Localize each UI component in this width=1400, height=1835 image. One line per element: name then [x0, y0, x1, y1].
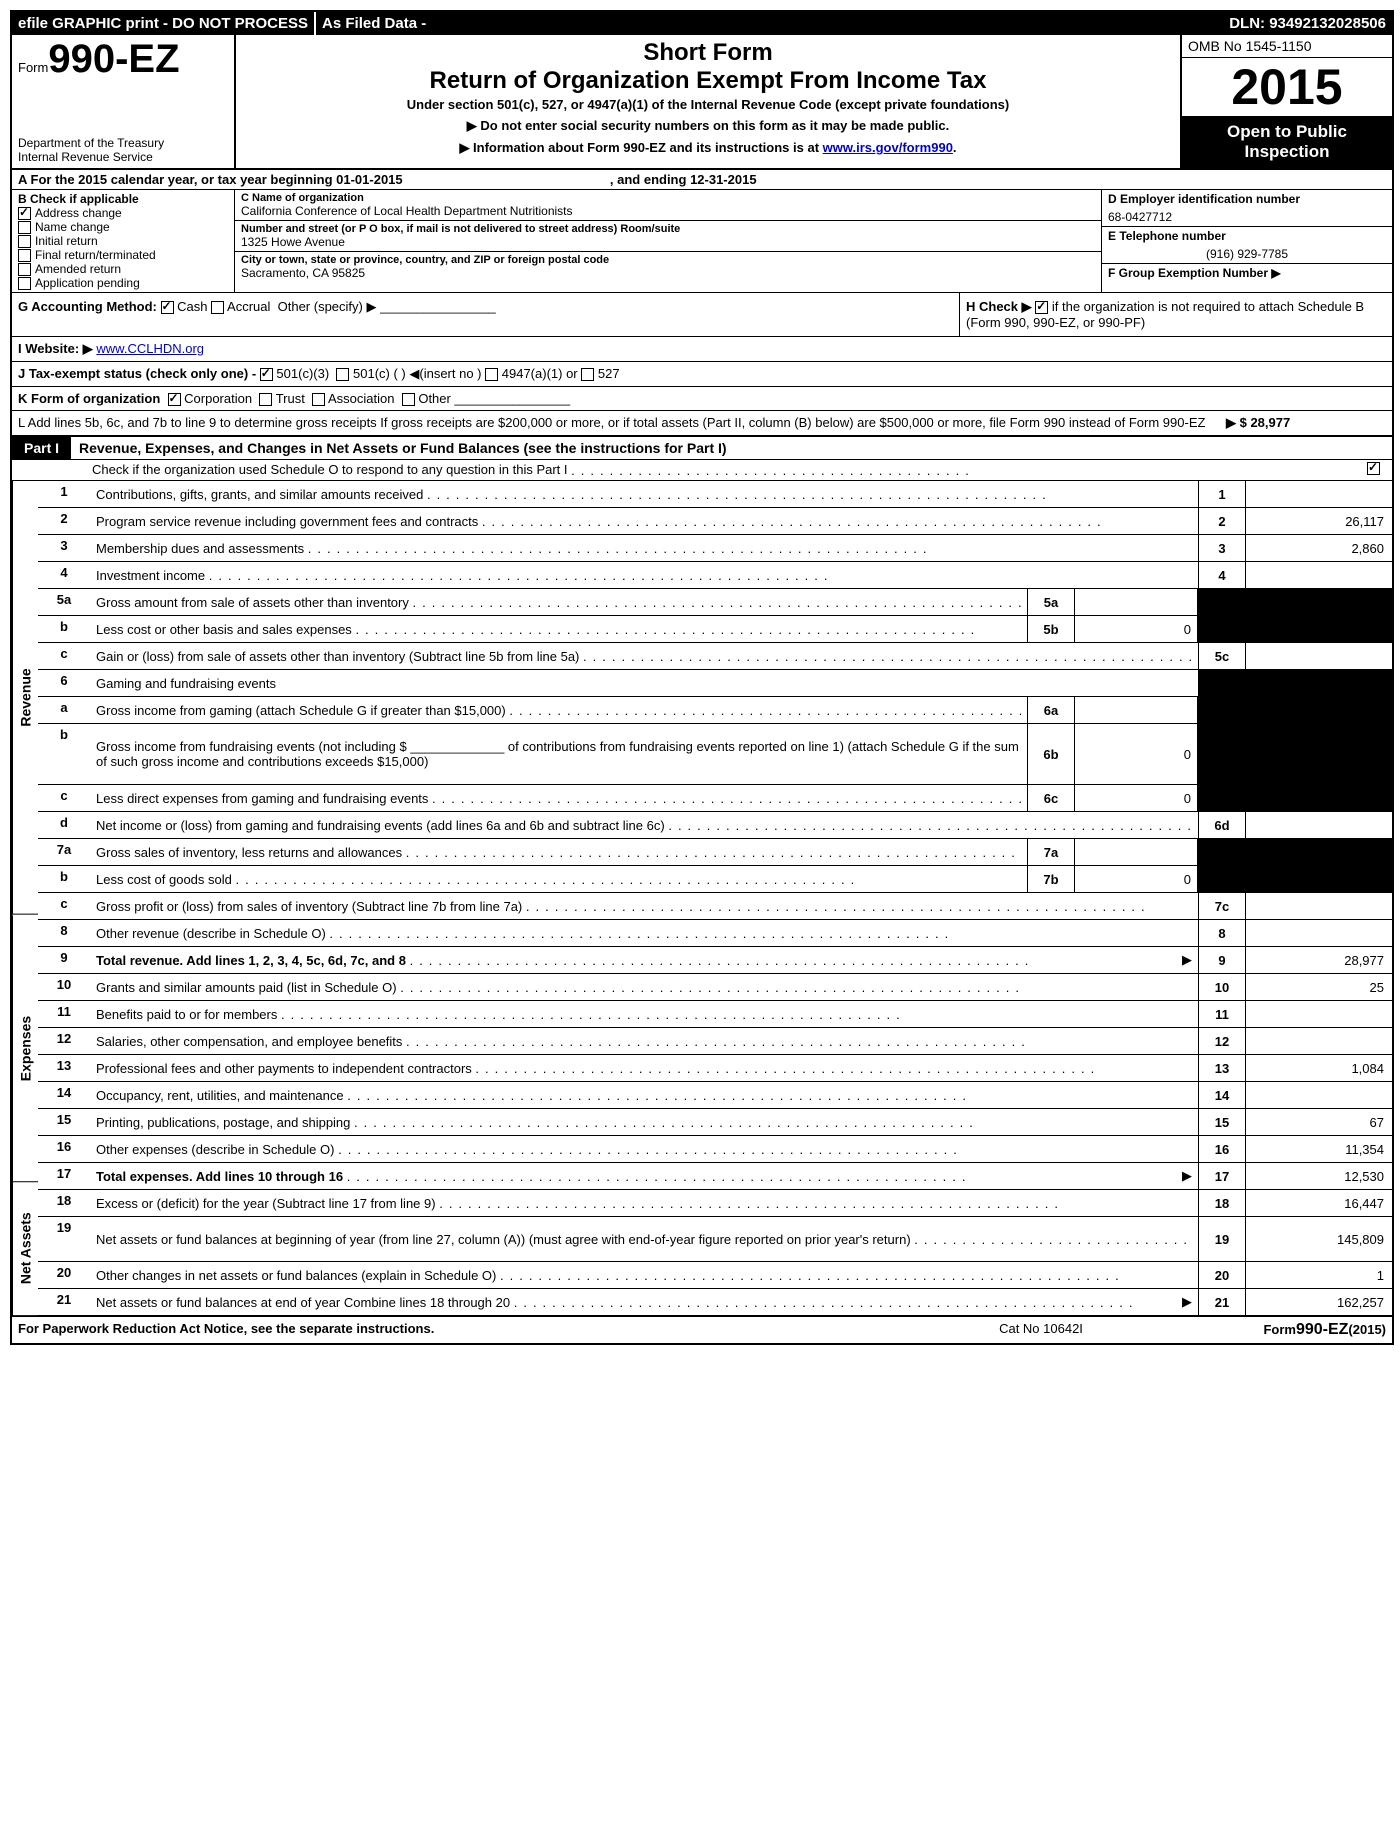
as-filed: As Filed Data -	[316, 12, 1223, 35]
note-2: ▶ Information about Form 990-EZ and its …	[240, 140, 1176, 156]
lines-body: 1 Contributions, gifts, grants, and simi…	[38, 481, 1392, 1316]
irs-link[interactable]: www.irs.gov/form990	[823, 140, 953, 155]
org-city: Sacramento, CA 95825	[241, 266, 1095, 280]
check-527[interactable]	[581, 368, 594, 381]
part-1-header: Part I Revenue, Expenses, and Changes in…	[12, 437, 1392, 460]
expenses-label: Expenses	[12, 915, 38, 1182]
revenue-label: Revenue	[12, 481, 38, 915]
form-990ez: efile GRAPHIC print - DO NOT PROCESS As …	[10, 10, 1394, 1345]
check-app-pending[interactable]	[18, 277, 31, 290]
gross-receipts: ▶ $ 28,977	[1216, 415, 1386, 431]
form-prefix: Form	[18, 60, 48, 75]
col-b: B Check if applicable Address change Nam…	[12, 190, 235, 292]
header-left: Form990-EZ Department of the Treasury In…	[12, 35, 236, 168]
return-title: Return of Organization Exempt From Incom…	[240, 67, 1176, 95]
short-form: Short Form	[240, 39, 1176, 67]
check-other-org[interactable]	[402, 393, 415, 406]
sub-line: Under section 501(c), 527, or 4947(a)(1)…	[240, 97, 1176, 112]
dept: Department of the Treasury Internal Reve…	[18, 136, 228, 164]
col-c: C Name of organization California Confer…	[235, 190, 1101, 292]
check-corp[interactable]	[168, 393, 181, 406]
main-table: Revenue Expenses Net Assets 1 Contributi…	[12, 481, 1392, 1316]
row-k: K Form of organization Corporation Trust…	[12, 387, 1392, 411]
tax-year: 2015	[1182, 58, 1392, 116]
org-street: 1325 Howe Avenue	[241, 235, 1095, 249]
footer: For Paperwork Reduction Act Notice, see …	[12, 1316, 1392, 1343]
top-bar: efile GRAPHIC print - DO NOT PROCESS As …	[12, 12, 1392, 35]
row-j: J Tax-exempt status (check only one) - 5…	[12, 362, 1392, 387]
ein: 68-0427712	[1108, 206, 1386, 224]
header-right: OMB No 1545-1150 2015 Open to Public Ins…	[1180, 35, 1392, 168]
header: Form990-EZ Department of the Treasury In…	[12, 35, 1392, 170]
col-d: D Employer identification number 68-0427…	[1101, 190, 1392, 292]
website-link[interactable]: www.CCLHDN.org	[96, 341, 204, 356]
section-bcd: B Check if applicable Address change Nam…	[12, 190, 1392, 293]
check-part1-o[interactable]	[1367, 462, 1380, 475]
check-sched-b[interactable]	[1035, 301, 1048, 314]
header-center: Short Form Return of Organization Exempt…	[236, 35, 1180, 168]
check-amended[interactable]	[18, 263, 31, 276]
check-schedule-o: Check if the organization used Schedule …	[12, 460, 1392, 481]
row-gh: G Accounting Method: Cash Accrual Other …	[12, 293, 1392, 337]
check-initial-return[interactable]	[18, 235, 31, 248]
note-1: ▶ Do not enter social security numbers o…	[240, 118, 1176, 134]
netassets-label: Net Assets	[12, 1182, 38, 1316]
efile-notice: efile GRAPHIC print - DO NOT PROCESS	[12, 12, 316, 35]
row-g: G Accounting Method: Cash Accrual Other …	[12, 293, 959, 336]
check-name-change[interactable]	[18, 221, 31, 234]
side-labels: Revenue Expenses Net Assets	[12, 481, 38, 1316]
row-i: I Website: ▶ www.CCLHDN.org	[12, 337, 1392, 362]
check-501c[interactable]	[336, 368, 349, 381]
row-h: H Check ▶ if the organization is not req…	[959, 293, 1392, 336]
phone: (916) 929-7785	[1108, 243, 1386, 261]
row-l: L Add lines 5b, 6c, and 7b to line 9 to …	[12, 411, 1392, 437]
check-address-change[interactable]	[18, 207, 31, 220]
check-accrual[interactable]	[211, 301, 224, 314]
row-a: A For the 2015 calendar year, or tax yea…	[12, 170, 1392, 190]
check-4947[interactable]	[485, 368, 498, 381]
omb: OMB No 1545-1150	[1182, 35, 1392, 58]
form-number: 990-EZ	[48, 37, 179, 81]
dln: DLN: 93492132028506	[1223, 12, 1392, 35]
check-501c3[interactable]	[260, 368, 273, 381]
check-final-return[interactable]	[18, 249, 31, 262]
open-public: Open to Public Inspection	[1182, 116, 1392, 168]
check-cash[interactable]	[161, 301, 174, 314]
check-assoc[interactable]	[312, 393, 325, 406]
org-name: California Conference of Local Health De…	[241, 204, 1095, 218]
check-trust[interactable]	[259, 393, 272, 406]
